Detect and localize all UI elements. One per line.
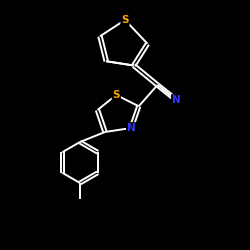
Text: S: S <box>121 15 129 25</box>
Text: N: N <box>127 123 136 133</box>
Text: S: S <box>112 90 120 100</box>
Text: N: N <box>172 95 180 105</box>
